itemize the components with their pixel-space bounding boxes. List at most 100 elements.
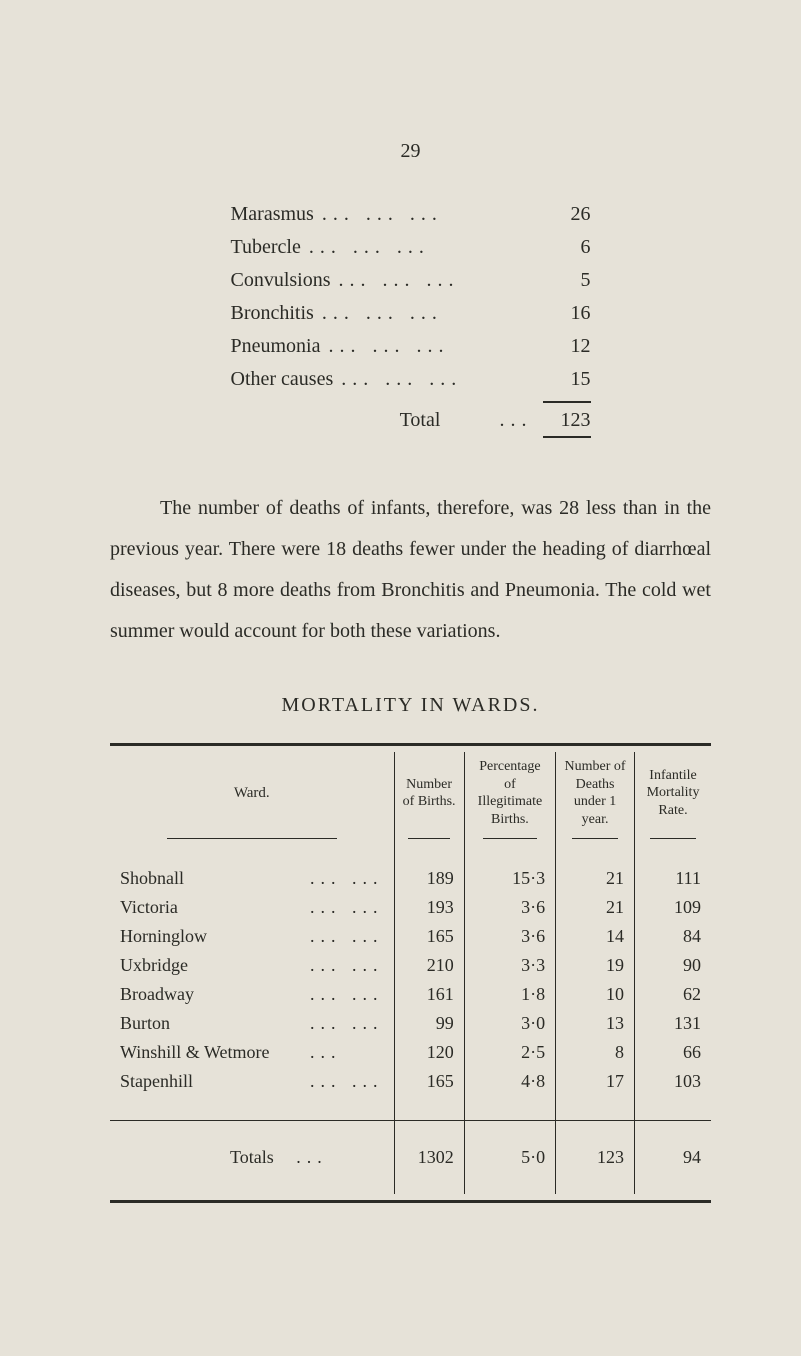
cell-births: 210 (394, 951, 464, 980)
cell-illegitimate: 2·5 (464, 1038, 555, 1067)
cell-imr-total: 94 (635, 1143, 711, 1172)
cell-illegitimate: 4·8 (464, 1067, 555, 1096)
leader-dots: ... ... (310, 1013, 384, 1033)
cause-label: Pneumonia (231, 335, 321, 358)
cell-births: 161 (394, 980, 464, 1009)
cell-births: 165 (394, 1067, 464, 1096)
cause-row: Convulsions ... ... ... 5 (231, 269, 591, 292)
page-number: 29 (110, 140, 711, 163)
cause-label: Convulsions (231, 269, 331, 292)
ward-name: Broadway (120, 984, 310, 1005)
leader-dots: ... ... (310, 984, 384, 1004)
leader-dots: ... ... (310, 897, 384, 917)
ward-name: Shobnall (120, 868, 310, 889)
subtotal-rule (543, 436, 591, 438)
table-row: Horninglow... ... 165 3·6 14 84 (110, 922, 711, 951)
cell-illegitimate: 3·3 (464, 951, 555, 980)
cell-imr: 109 (635, 893, 711, 922)
cell-deaths-u1: 21 (556, 893, 635, 922)
leader-dots: ... ... ... (333, 368, 542, 391)
cause-value: 6 (543, 236, 591, 259)
cause-value: 5 (543, 269, 591, 292)
table-row: Uxbridge... ... 210 3·3 19 90 (110, 951, 711, 980)
cell-illegitimate-total: 5·0 (464, 1143, 555, 1172)
cell-births-total: 1302 (394, 1143, 464, 1172)
col-header-illegitimate: Percentage of Illegitimate Births. (464, 752, 555, 834)
table-totals-row: Totals ... 1302 5·0 123 94 (110, 1143, 711, 1172)
cell-imr: 84 (635, 922, 711, 951)
cell-deaths-u1: 10 (556, 980, 635, 1009)
leader-dots: ... ... ... (331, 269, 543, 292)
ward-name: Horninglow (120, 926, 310, 947)
cause-row: Pneumonia ... ... ... 12 (231, 335, 591, 358)
cause-total-row: Total ... 123 (231, 409, 591, 432)
ward-name: Burton (120, 1013, 310, 1034)
subtotal-rule (543, 401, 591, 403)
cell-births: 189 (394, 864, 464, 893)
leader-dots: ... ... (310, 926, 384, 946)
cell-imr: 90 (635, 951, 711, 980)
col-header-births: Number of Births. (394, 752, 464, 834)
leader-dots: ... ... ... (314, 302, 543, 325)
cause-label: Marasmus (231, 203, 314, 226)
table-row: Burton... ... 99 3·0 13 131 (110, 1009, 711, 1038)
cell-illegitimate: 3·0 (464, 1009, 555, 1038)
total-value: 123 (543, 409, 591, 432)
document-page: 29 Marasmus ... ... ... 26 Tubercle ... … (0, 0, 801, 1356)
mortality-table: Ward. Number of Births. Percentage of Il… (110, 743, 711, 1203)
ward-name: Winshill & Wetmore (120, 1042, 310, 1063)
leader-dots: ... ... (310, 868, 384, 888)
leader-dots: ... (296, 1147, 328, 1167)
cause-row: Marasmus ... ... ... 26 (231, 203, 591, 226)
table-row: Stapenhill... ... 165 4·8 17 103 (110, 1067, 711, 1096)
col-header-ward: Ward. (110, 752, 394, 834)
cell-deaths-u1: 17 (556, 1067, 635, 1096)
leader-dots: ... (310, 1042, 342, 1062)
cell-imr: 131 (635, 1009, 711, 1038)
leader-dots: ... ... ... (321, 335, 543, 358)
cause-row: Tubercle ... ... ... 6 (231, 236, 591, 259)
cell-illegitimate: 1·8 (464, 980, 555, 1009)
cause-value: 12 (543, 335, 591, 358)
cause-label: Tubercle (231, 236, 301, 259)
cell-deaths-u1: 14 (556, 922, 635, 951)
totals-label: Totals (230, 1147, 274, 1167)
table-title: MORTALITY IN WARDS. (110, 694, 711, 717)
cell-deaths-u1: 13 (556, 1009, 635, 1038)
cell-births: 165 (394, 922, 464, 951)
cause-value: 15 (543, 368, 591, 391)
ward-name: Uxbridge (120, 955, 310, 976)
body-paragraph: The number of deaths of infants, therefo… (110, 488, 711, 652)
cause-row: Bronchitis ... ... ... 16 (231, 302, 591, 325)
leader-dots: ... ... (310, 955, 384, 975)
cell-imr: 66 (635, 1038, 711, 1067)
leader-dots: ... ... ... (314, 203, 543, 226)
cell-deaths-u1: 19 (556, 951, 635, 980)
table-row: Shobnall... ... 189 15·3 21 111 (110, 864, 711, 893)
table-header-row: Ward. Number of Births. Percentage of Il… (110, 752, 711, 834)
cell-births: 120 (394, 1038, 464, 1067)
cell-deaths-u1: 8 (556, 1038, 635, 1067)
table-row: Victoria... ... 193 3·6 21 109 (110, 893, 711, 922)
cell-imr: 111 (635, 864, 711, 893)
ward-name: Victoria (120, 897, 310, 918)
cell-illegitimate: 3·6 (464, 893, 555, 922)
leader-dots: ... (490, 409, 543, 432)
col-header-deaths-under-1: Number of Deaths under 1 year. (556, 752, 635, 834)
cell-illegitimate: 15·3 (464, 864, 555, 893)
cause-value: 16 (543, 302, 591, 325)
cell-births: 99 (394, 1009, 464, 1038)
cell-illegitimate: 3·6 (464, 922, 555, 951)
leader-dots: ... ... (310, 1071, 384, 1091)
table-row: Broadway... ... 161 1·8 10 62 (110, 980, 711, 1009)
cell-deaths-u1-total: 123 (556, 1143, 635, 1172)
cause-label: Other causes (231, 368, 334, 391)
ward-name: Stapenhill (120, 1071, 310, 1092)
col-header-infantile-mortality-rate: Infantile Mortality Rate. (635, 752, 711, 834)
leader-dots: ... ... ... (301, 236, 543, 259)
cell-imr: 62 (635, 980, 711, 1009)
cell-deaths-u1: 21 (556, 864, 635, 893)
cause-value: 26 (543, 203, 591, 226)
cell-births: 193 (394, 893, 464, 922)
cause-label: Bronchitis (231, 302, 314, 325)
